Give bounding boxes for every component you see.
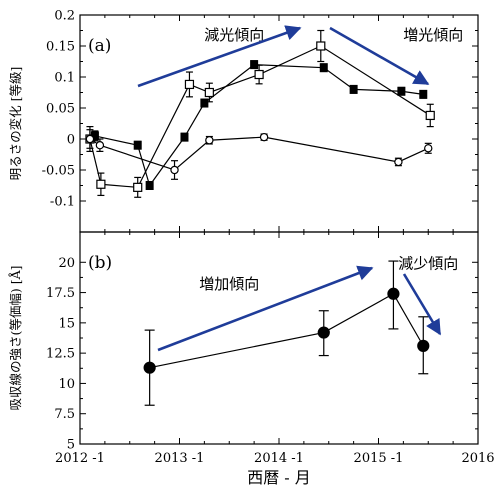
series-line xyxy=(94,63,424,187)
y-tick-label: 0.2 xyxy=(54,9,75,24)
data-point xyxy=(85,134,95,144)
panel-a: -0.1 -0.05 0 0.05 0.1 0.15 0.2 (a) 明るさの変化 [等級] 減光… xyxy=(8,9,479,233)
data-point xyxy=(349,84,358,94)
y-tick-label: 20 xyxy=(58,256,75,271)
data-point xyxy=(180,132,189,142)
x-tick-label: 2012 -1 xyxy=(55,451,105,466)
data-point xyxy=(424,144,433,153)
data-point xyxy=(96,179,106,189)
data-point xyxy=(145,181,154,190)
y-tick-label: -0.1 xyxy=(50,195,75,210)
y-tick-label: 15 xyxy=(58,316,75,331)
data-point xyxy=(387,287,400,300)
y-axis-label: 明るさの変化 [等級] xyxy=(8,67,23,181)
data-point xyxy=(316,41,326,51)
y-tick-label: 0.15 xyxy=(46,40,75,55)
data-point xyxy=(317,326,330,339)
data-point xyxy=(95,140,105,150)
x-tick-label: 2016 xyxy=(461,451,494,466)
y-tick-label: 10 xyxy=(58,377,75,392)
data-point xyxy=(417,339,430,352)
trend-arrow xyxy=(157,265,374,352)
data-point xyxy=(397,86,406,96)
series-line xyxy=(149,292,424,369)
data-point xyxy=(254,69,264,80)
series-line xyxy=(89,45,431,188)
data-point xyxy=(184,79,195,90)
y-tick-label: 0.1 xyxy=(54,71,75,86)
y-tick-label: 17.5 xyxy=(46,286,75,301)
data-point xyxy=(259,132,269,142)
data-point xyxy=(205,136,214,145)
data-point xyxy=(425,110,435,121)
panel-b: 5 7.5 10 12.5 15 17.5 20 (b) 吸収線の強さ(等価幅) [Å] 増加傾向… xyxy=(8,231,479,453)
data-point xyxy=(133,140,142,150)
y-tick-label: 0.05 xyxy=(46,102,75,117)
y-tick-label: 5 xyxy=(67,438,75,453)
trend-arrow xyxy=(137,25,302,88)
x-axis-label: 西暦 - 月 xyxy=(247,468,311,487)
panel-label: (b) xyxy=(88,253,112,273)
plot-frame xyxy=(79,14,479,233)
x-tick-label: 2015 -1 xyxy=(354,451,404,466)
x-tick-label: 2014 -1 xyxy=(254,451,304,466)
y-tick-label: 7.5 xyxy=(54,407,75,422)
data-point xyxy=(419,89,428,99)
y-tick-label: -0.05 xyxy=(42,164,75,179)
data-point xyxy=(204,87,214,98)
y-tick-label: 0 xyxy=(67,133,75,148)
trend-arrow xyxy=(329,26,430,86)
data-point xyxy=(170,165,179,175)
annotation-label: 減少傾向 xyxy=(398,254,458,272)
panel-label: (a) xyxy=(88,36,111,56)
data-point xyxy=(133,182,143,192)
trend-arrow xyxy=(402,273,442,336)
annotation-label: 増加傾向 xyxy=(199,275,259,293)
annotation-label: 減光傾向 xyxy=(204,26,264,44)
x-axis-group: 2012 -1 2013 -1 2014 -1 2015 -1 2016 西暦 - 月 xyxy=(55,451,494,487)
data-point xyxy=(250,60,259,70)
data-point xyxy=(319,63,328,73)
x-tick-label: 2013 -1 xyxy=(155,451,205,466)
data-point xyxy=(143,361,156,374)
y-axis-label: 吸収線の強さ(等価幅) [Å] xyxy=(8,265,23,410)
data-point xyxy=(200,98,209,108)
data-point xyxy=(394,157,403,167)
annotation-label: 増光傾向 xyxy=(403,26,463,44)
y-tick-label: 12.5 xyxy=(46,347,75,362)
